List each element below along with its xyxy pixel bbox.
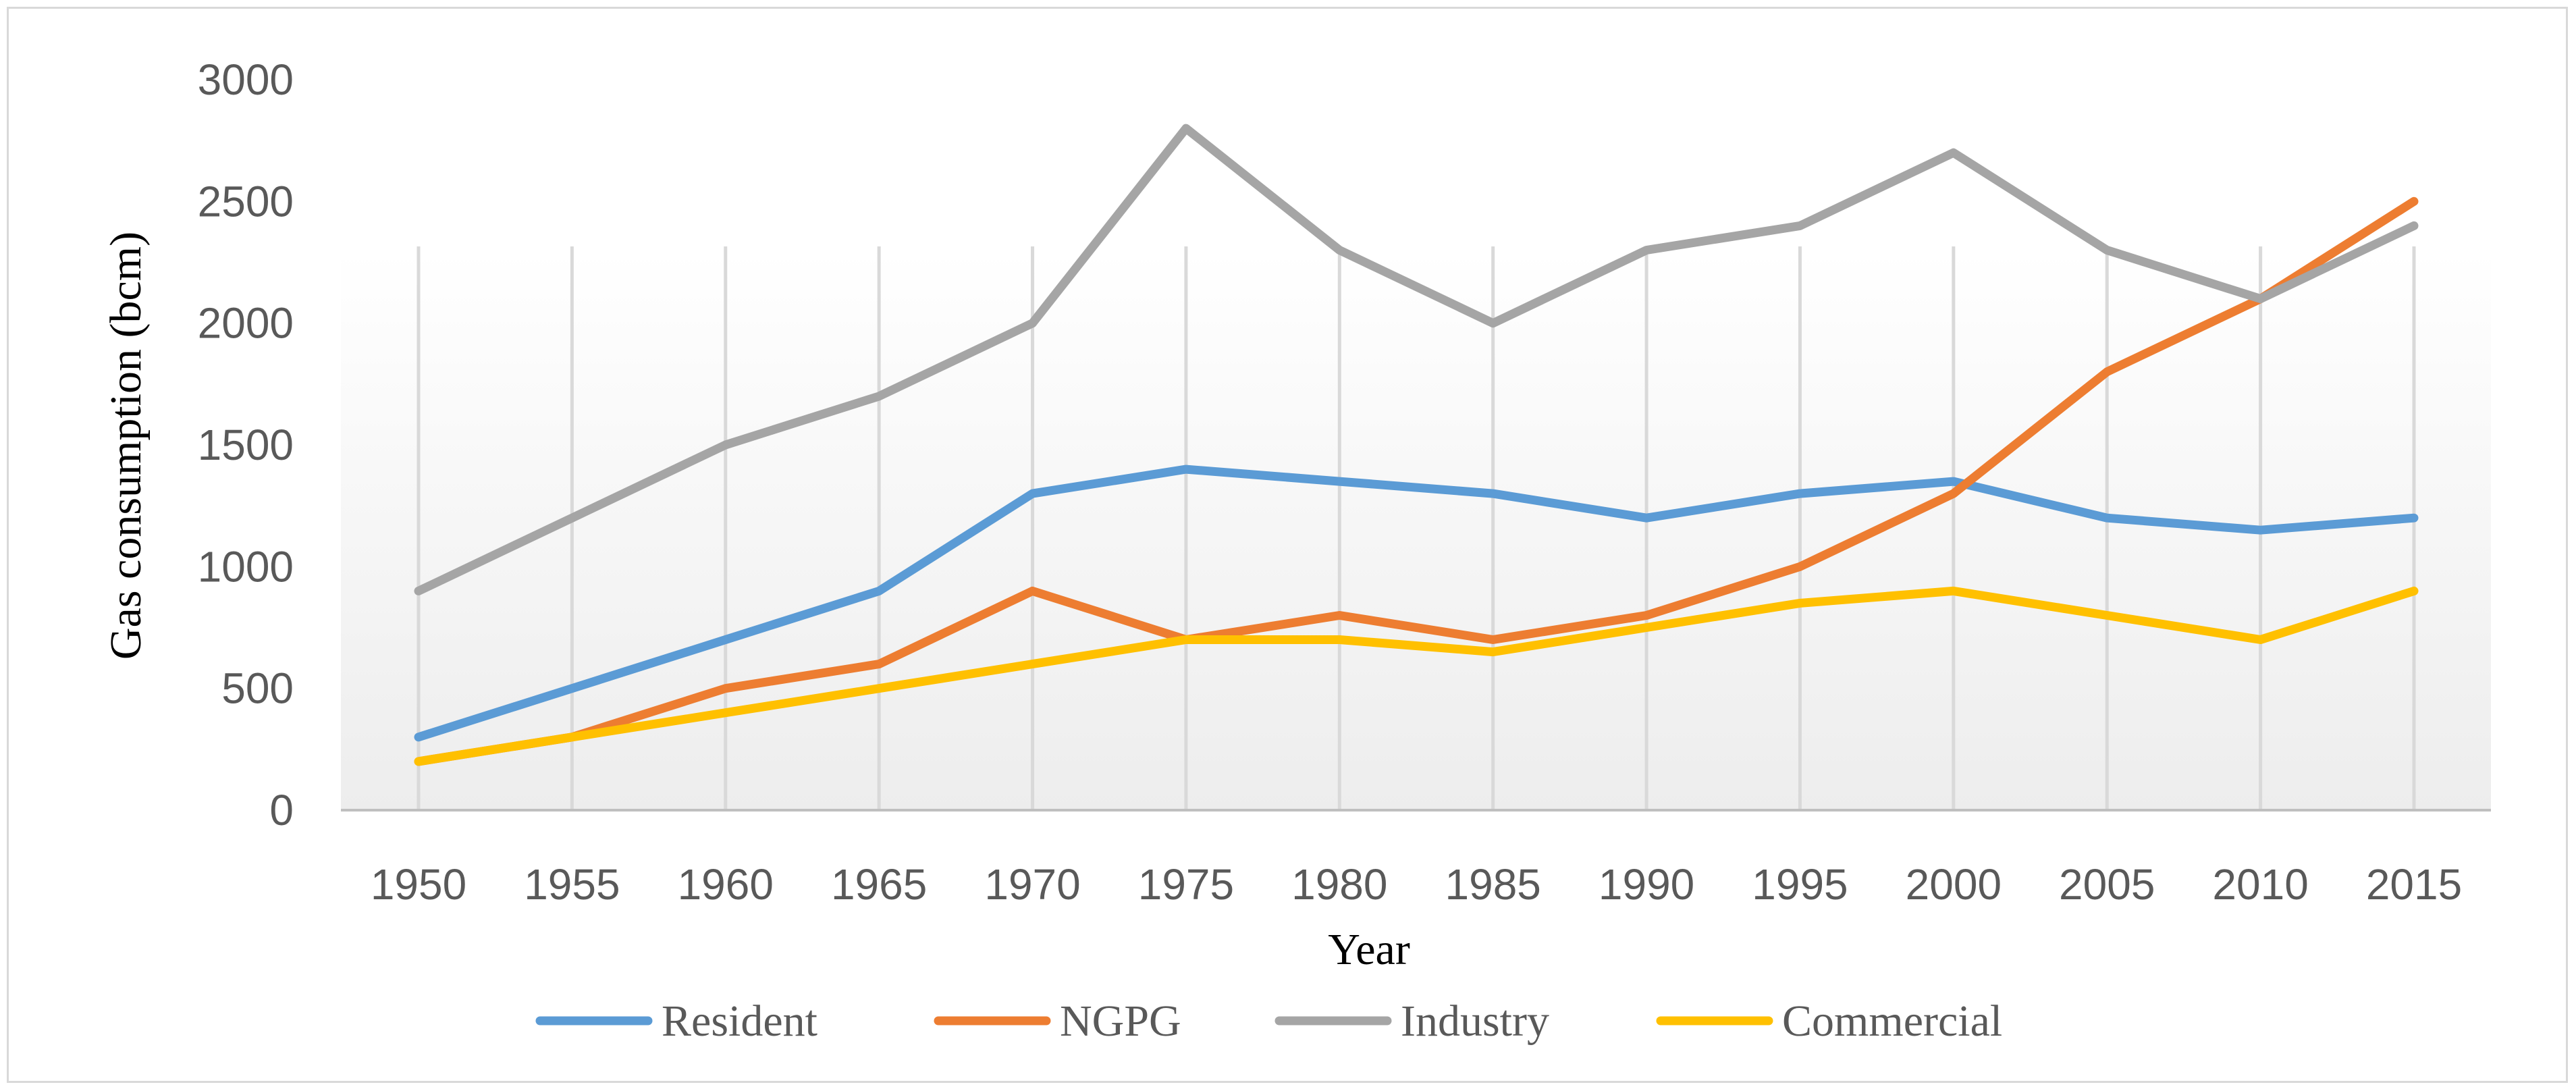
- series-commercial: [414, 586, 2419, 766]
- data-point-resident-1980: [1339, 481, 1340, 482]
- x-tick-label: 1955: [524, 860, 620, 909]
- legend-label-resident: Resident: [662, 996, 817, 1046]
- series-line-commercial: [414, 586, 2419, 766]
- data-point-commercial-1995: [1799, 602, 1800, 604]
- data-point-resident-1975: [1185, 469, 1187, 470]
- data-point-ngpg-1990: [1646, 614, 1647, 616]
- data-point-resident-1965: [878, 590, 880, 591]
- x-tick-label: 1950: [371, 860, 466, 909]
- data-point-ngpg-2000: [1953, 493, 1954, 494]
- x-tick-label: 1970: [984, 860, 1080, 909]
- series-industry: [414, 124, 2419, 595]
- legend: Resident NGPG Industry Commercial: [535, 996, 2002, 1046]
- data-point-commercial-2010: [2260, 639, 2261, 641]
- series-line-ngpg: [414, 196, 2419, 766]
- y-tick-label: 2000: [198, 299, 294, 348]
- data-point-resident-1960: [725, 639, 726, 641]
- legend-item-industry: Industry: [1274, 996, 1549, 1046]
- legend-item-resident: Resident: [535, 996, 817, 1046]
- legend-label-industry: Industry: [1401, 996, 1549, 1046]
- data-point-resident-2000: [1953, 481, 1954, 482]
- x-tick-label: 1975: [1138, 860, 1234, 909]
- data-point-resident-1955: [571, 688, 572, 689]
- data-point-commercial-2000: [1953, 590, 1954, 591]
- data-point-industry-2015: [2413, 225, 2415, 226]
- data-point-ngpg-1980: [1339, 614, 1340, 616]
- data-point-commercial-2005: [2106, 614, 2108, 616]
- data-point-industry-2010: [2260, 298, 2261, 300]
- data-point-ngpg-1960: [725, 688, 726, 689]
- data-point-resident-1995: [1799, 493, 1800, 494]
- y-tick-label: 1500: [198, 421, 294, 469]
- data-point-industry-1950: [418, 590, 419, 591]
- x-tick-label: 2010: [2212, 860, 2308, 909]
- data-point-commercial-1975: [1185, 639, 1187, 641]
- series-ngpg: [414, 196, 2419, 766]
- data-point-industry-1975: [1185, 128, 1187, 129]
- data-point-ngpg-2005: [2106, 371, 2108, 373]
- legend-item-ngpg: NGPG: [934, 996, 1181, 1046]
- data-point-ngpg-1970: [1032, 590, 1034, 591]
- data-point-commercial-1985: [1493, 651, 1494, 653]
- data-point-industry-1985: [1493, 323, 1494, 324]
- legend-label-commercial: Commercial: [1782, 996, 2002, 1046]
- data-point-commercial-1990: [1646, 627, 1647, 629]
- x-tick-label: 1990: [1599, 860, 1694, 909]
- data-point-commercial-1955: [571, 737, 572, 738]
- data-point-resident-1990: [1646, 517, 1647, 518]
- series-lines: [414, 124, 2419, 766]
- data-point-commercial-2015: [2413, 590, 2415, 591]
- data-point-ngpg-1985: [1493, 639, 1494, 641]
- series-resident: [414, 464, 2419, 742]
- data-point-industry-1960: [725, 444, 726, 446]
- x-tick-label: 2015: [2366, 860, 2462, 909]
- data-point-resident-1970: [1032, 493, 1034, 494]
- data-point-commercial-1980: [1339, 639, 1340, 641]
- data-point-industry-2005: [2106, 249, 2108, 250]
- data-point-ngpg-1995: [1799, 566, 1800, 567]
- x-tick-label: 1960: [678, 860, 774, 909]
- x-axis-title: Year: [1328, 925, 1410, 974]
- data-point-industry-1955: [571, 517, 572, 518]
- y-tick-label: 1000: [198, 542, 294, 591]
- y-tick-label: 3000: [198, 55, 294, 104]
- data-point-commercial-1960: [725, 712, 726, 714]
- y-axis-title: Gas consumption (bcm): [101, 232, 151, 660]
- series-line-industry: [414, 124, 2419, 595]
- data-point-industry-2000: [1953, 152, 1954, 153]
- x-tick-label: 1985: [1445, 860, 1541, 909]
- data-point-industry-1980: [1339, 249, 1340, 250]
- data-point-ngpg-1965: [878, 664, 880, 665]
- series-line-resident: [414, 464, 2419, 742]
- data-point-ngpg-2015: [2413, 201, 2415, 202]
- y-tick-label: 0: [269, 786, 294, 834]
- legend-item-commercial: Commercial: [1656, 996, 2002, 1046]
- data-point-commercial-1970: [1032, 664, 1034, 665]
- x-tick-label: 2005: [2059, 860, 2155, 909]
- data-point-resident-2015: [2413, 517, 2415, 518]
- data-point-industry-1970: [1032, 323, 1034, 324]
- y-tick-label: 2500: [198, 177, 294, 225]
- data-point-commercial-1965: [878, 688, 880, 689]
- data-point-resident-1985: [1493, 493, 1494, 494]
- legend-label-ngpg: NGPG: [1060, 996, 1181, 1046]
- data-point-resident-2010: [2260, 529, 2261, 531]
- x-tick-label: 2000: [1906, 860, 2002, 909]
- data-point-resident-1950: [418, 737, 419, 738]
- x-tick-label: 1965: [831, 860, 927, 909]
- data-point-industry-1965: [878, 396, 880, 397]
- data-point-commercial-1950: [418, 761, 419, 762]
- y-axis-tick-labels: 0 500 1000 1500 2000 2500 3000: [198, 55, 294, 834]
- data-point-industry-1995: [1799, 225, 1800, 226]
- x-tick-label: 1995: [1752, 860, 1848, 909]
- x-axis-tick-labels: 1950 1955 1960 1965 1970 1975 1980 1985 1990 1995…: [371, 860, 2462, 909]
- y-tick-label: 500: [221, 664, 294, 713]
- data-point-resident-2005: [2106, 517, 2108, 518]
- x-tick-label: 1980: [1291, 860, 1387, 909]
- data-point-industry-1990: [1646, 249, 1647, 250]
